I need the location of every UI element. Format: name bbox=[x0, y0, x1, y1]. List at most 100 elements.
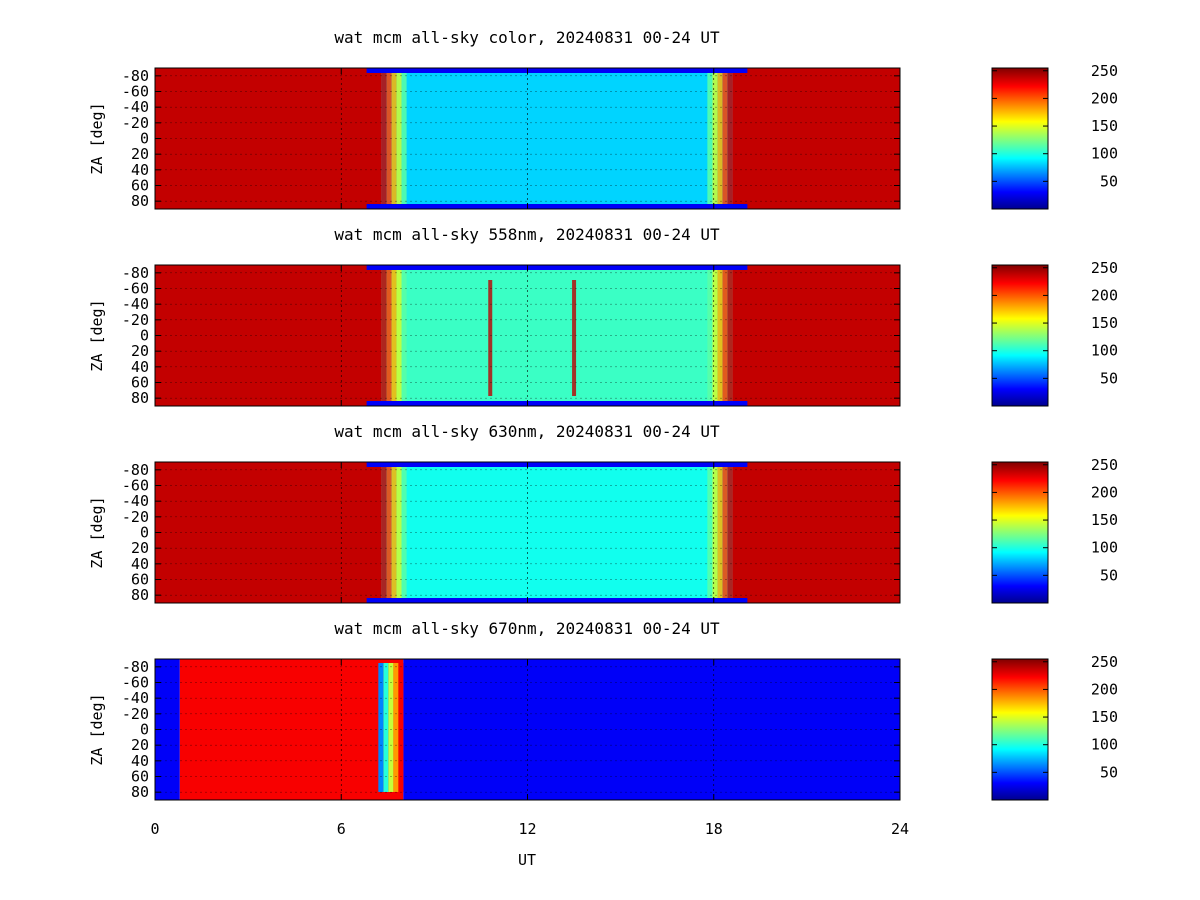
panel-title: wat mcm all-sky 670nm, 20240831 00-24 UT bbox=[334, 619, 720, 638]
y-tick-label: -60 bbox=[122, 280, 149, 298]
y-tick-label: 60 bbox=[131, 374, 149, 392]
y-tick-label: 20 bbox=[131, 539, 149, 557]
rim-bottom bbox=[366, 401, 748, 406]
panel-title: wat mcm all-sky color, 20240831 00-24 UT bbox=[334, 28, 720, 47]
edge-band bbox=[717, 269, 723, 402]
colorbar-tick-label: 250 bbox=[1091, 456, 1118, 474]
edge-band bbox=[396, 72, 402, 205]
colorbar: 250 200 150 100 50 bbox=[991, 259, 1118, 407]
x-tick-label: 12 bbox=[518, 820, 536, 838]
y-tick-label: 0 bbox=[140, 327, 149, 345]
edge-band bbox=[401, 72, 407, 205]
colorbar-tick-label: 100 bbox=[1091, 342, 1118, 360]
colorbar-tick-label: 150 bbox=[1091, 117, 1118, 135]
edge-band bbox=[391, 72, 397, 205]
x-axis-label: UT bbox=[518, 851, 536, 869]
colorbar-tick-label: 150 bbox=[1091, 511, 1118, 529]
colorbar-tick-label: 250 bbox=[1091, 259, 1118, 277]
y-tick-label: 80 bbox=[131, 192, 149, 210]
colorbar-tick-label: 200 bbox=[1091, 483, 1118, 501]
edge-band bbox=[391, 466, 397, 599]
edge-band bbox=[383, 663, 389, 792]
y-tick-label: 60 bbox=[131, 177, 149, 195]
colorbar-gradient bbox=[991, 461, 1049, 604]
colorbar: 250 200 150 100 50 bbox=[991, 62, 1118, 210]
y-tick-label: 40 bbox=[131, 555, 149, 573]
edge-band bbox=[401, 269, 407, 402]
colorbar-tick-label: 50 bbox=[1100, 566, 1118, 584]
edge-band bbox=[722, 72, 728, 205]
x-tick-label: 6 bbox=[337, 820, 346, 838]
edge-band bbox=[722, 269, 728, 402]
edge-band bbox=[398, 663, 404, 792]
y-tick-label: 20 bbox=[131, 342, 149, 360]
panel-title: wat mcm all-sky 630nm, 20240831 00-24 UT bbox=[334, 422, 720, 441]
colorbar-gradient bbox=[991, 658, 1049, 801]
edge-band bbox=[707, 466, 713, 599]
colorbar-tick-label: 100 bbox=[1091, 736, 1118, 754]
y-tick-label: -20 bbox=[122, 311, 149, 329]
panel-1: wat mcm all-sky color, 20240831 00-24 UT… bbox=[88, 28, 1118, 210]
panel-title: wat mcm all-sky 558nm, 20240831 00-24 UT bbox=[334, 225, 720, 244]
heat-segment bbox=[155, 462, 382, 603]
edge-band bbox=[717, 72, 723, 205]
y-tick-label: 20 bbox=[131, 145, 149, 163]
edge-band bbox=[396, 466, 402, 599]
panel-3: wat mcm all-sky 630nm, 20240831 00-24 UT… bbox=[88, 422, 1118, 604]
edge-band bbox=[712, 269, 718, 402]
colorbar-tick-label: 50 bbox=[1100, 763, 1118, 781]
edge-band bbox=[722, 466, 728, 599]
edge-band bbox=[727, 269, 733, 402]
y-tick-label: 0 bbox=[140, 524, 149, 542]
y-tick-label: 40 bbox=[131, 161, 149, 179]
edge-band bbox=[727, 466, 733, 599]
edge-band bbox=[712, 72, 718, 205]
y-tick-label: -60 bbox=[122, 83, 149, 101]
y-tick-label: -80 bbox=[122, 67, 149, 85]
y-tick-label: -60 bbox=[122, 674, 149, 692]
edge-band bbox=[391, 269, 397, 402]
rim-bottom bbox=[366, 204, 748, 209]
colorbar: 250 200 150 100 50 bbox=[991, 456, 1118, 604]
colorbar-tick-label: 150 bbox=[1091, 314, 1118, 332]
y-axis-label: ZA [deg] bbox=[88, 496, 106, 568]
y-tick-label: -60 bbox=[122, 477, 149, 495]
y-tick-label: 0 bbox=[140, 130, 149, 148]
edge-band bbox=[386, 72, 392, 205]
edge-band bbox=[393, 663, 399, 792]
edge-band bbox=[381, 269, 387, 402]
rim-top bbox=[366, 462, 748, 467]
panel-4: wat mcm all-sky 670nm, 20240831 00-24 UT… bbox=[88, 619, 1118, 838]
x-tick-label: 18 bbox=[705, 820, 723, 838]
x-tick-label: 0 bbox=[150, 820, 159, 838]
colorbar: 250 200 150 100 50 bbox=[991, 653, 1118, 801]
y-tick-label: 0 bbox=[140, 721, 149, 739]
panel-2: wat mcm all-sky 558nm, 20240831 00-24 UT… bbox=[88, 225, 1118, 407]
y-tick-label: 80 bbox=[131, 586, 149, 604]
edge-band bbox=[386, 466, 392, 599]
y-tick-label: 80 bbox=[131, 783, 149, 801]
colorbar-tick-label: 250 bbox=[1091, 653, 1118, 671]
colorbar-tick-label: 200 bbox=[1091, 680, 1118, 698]
edge-band bbox=[707, 72, 713, 205]
edge-band bbox=[396, 269, 402, 402]
y-tick-label: -20 bbox=[122, 114, 149, 132]
colorbar-tick-label: 100 bbox=[1091, 145, 1118, 163]
rim-top bbox=[366, 265, 748, 270]
colorbar-tick-label: 150 bbox=[1091, 708, 1118, 726]
colorbar-gradient bbox=[991, 67, 1049, 210]
colorbar-gradient bbox=[991, 264, 1049, 407]
y-tick-label: -40 bbox=[122, 492, 149, 510]
x-tick-label: 24 bbox=[891, 820, 909, 838]
heat-segment bbox=[155, 265, 382, 406]
y-axis-label: ZA [deg] bbox=[88, 299, 106, 371]
y-tick-label: -80 bbox=[122, 658, 149, 676]
y-tick-label: -80 bbox=[122, 264, 149, 282]
y-tick-label: 60 bbox=[131, 571, 149, 589]
y-tick-label: -20 bbox=[122, 508, 149, 526]
colorbar-tick-label: 200 bbox=[1091, 286, 1118, 304]
y-tick-label: 40 bbox=[131, 358, 149, 376]
y-tick-label: 60 bbox=[131, 768, 149, 786]
